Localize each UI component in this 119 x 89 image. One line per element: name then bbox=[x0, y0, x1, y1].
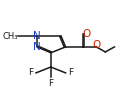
Text: O: O bbox=[82, 28, 90, 39]
Text: N: N bbox=[33, 42, 41, 52]
Text: N: N bbox=[33, 31, 41, 41]
Text: CH₃: CH₃ bbox=[2, 32, 18, 40]
Text: F: F bbox=[48, 79, 53, 88]
Text: O: O bbox=[92, 40, 100, 50]
Text: F: F bbox=[68, 68, 74, 77]
Text: F: F bbox=[28, 68, 33, 77]
